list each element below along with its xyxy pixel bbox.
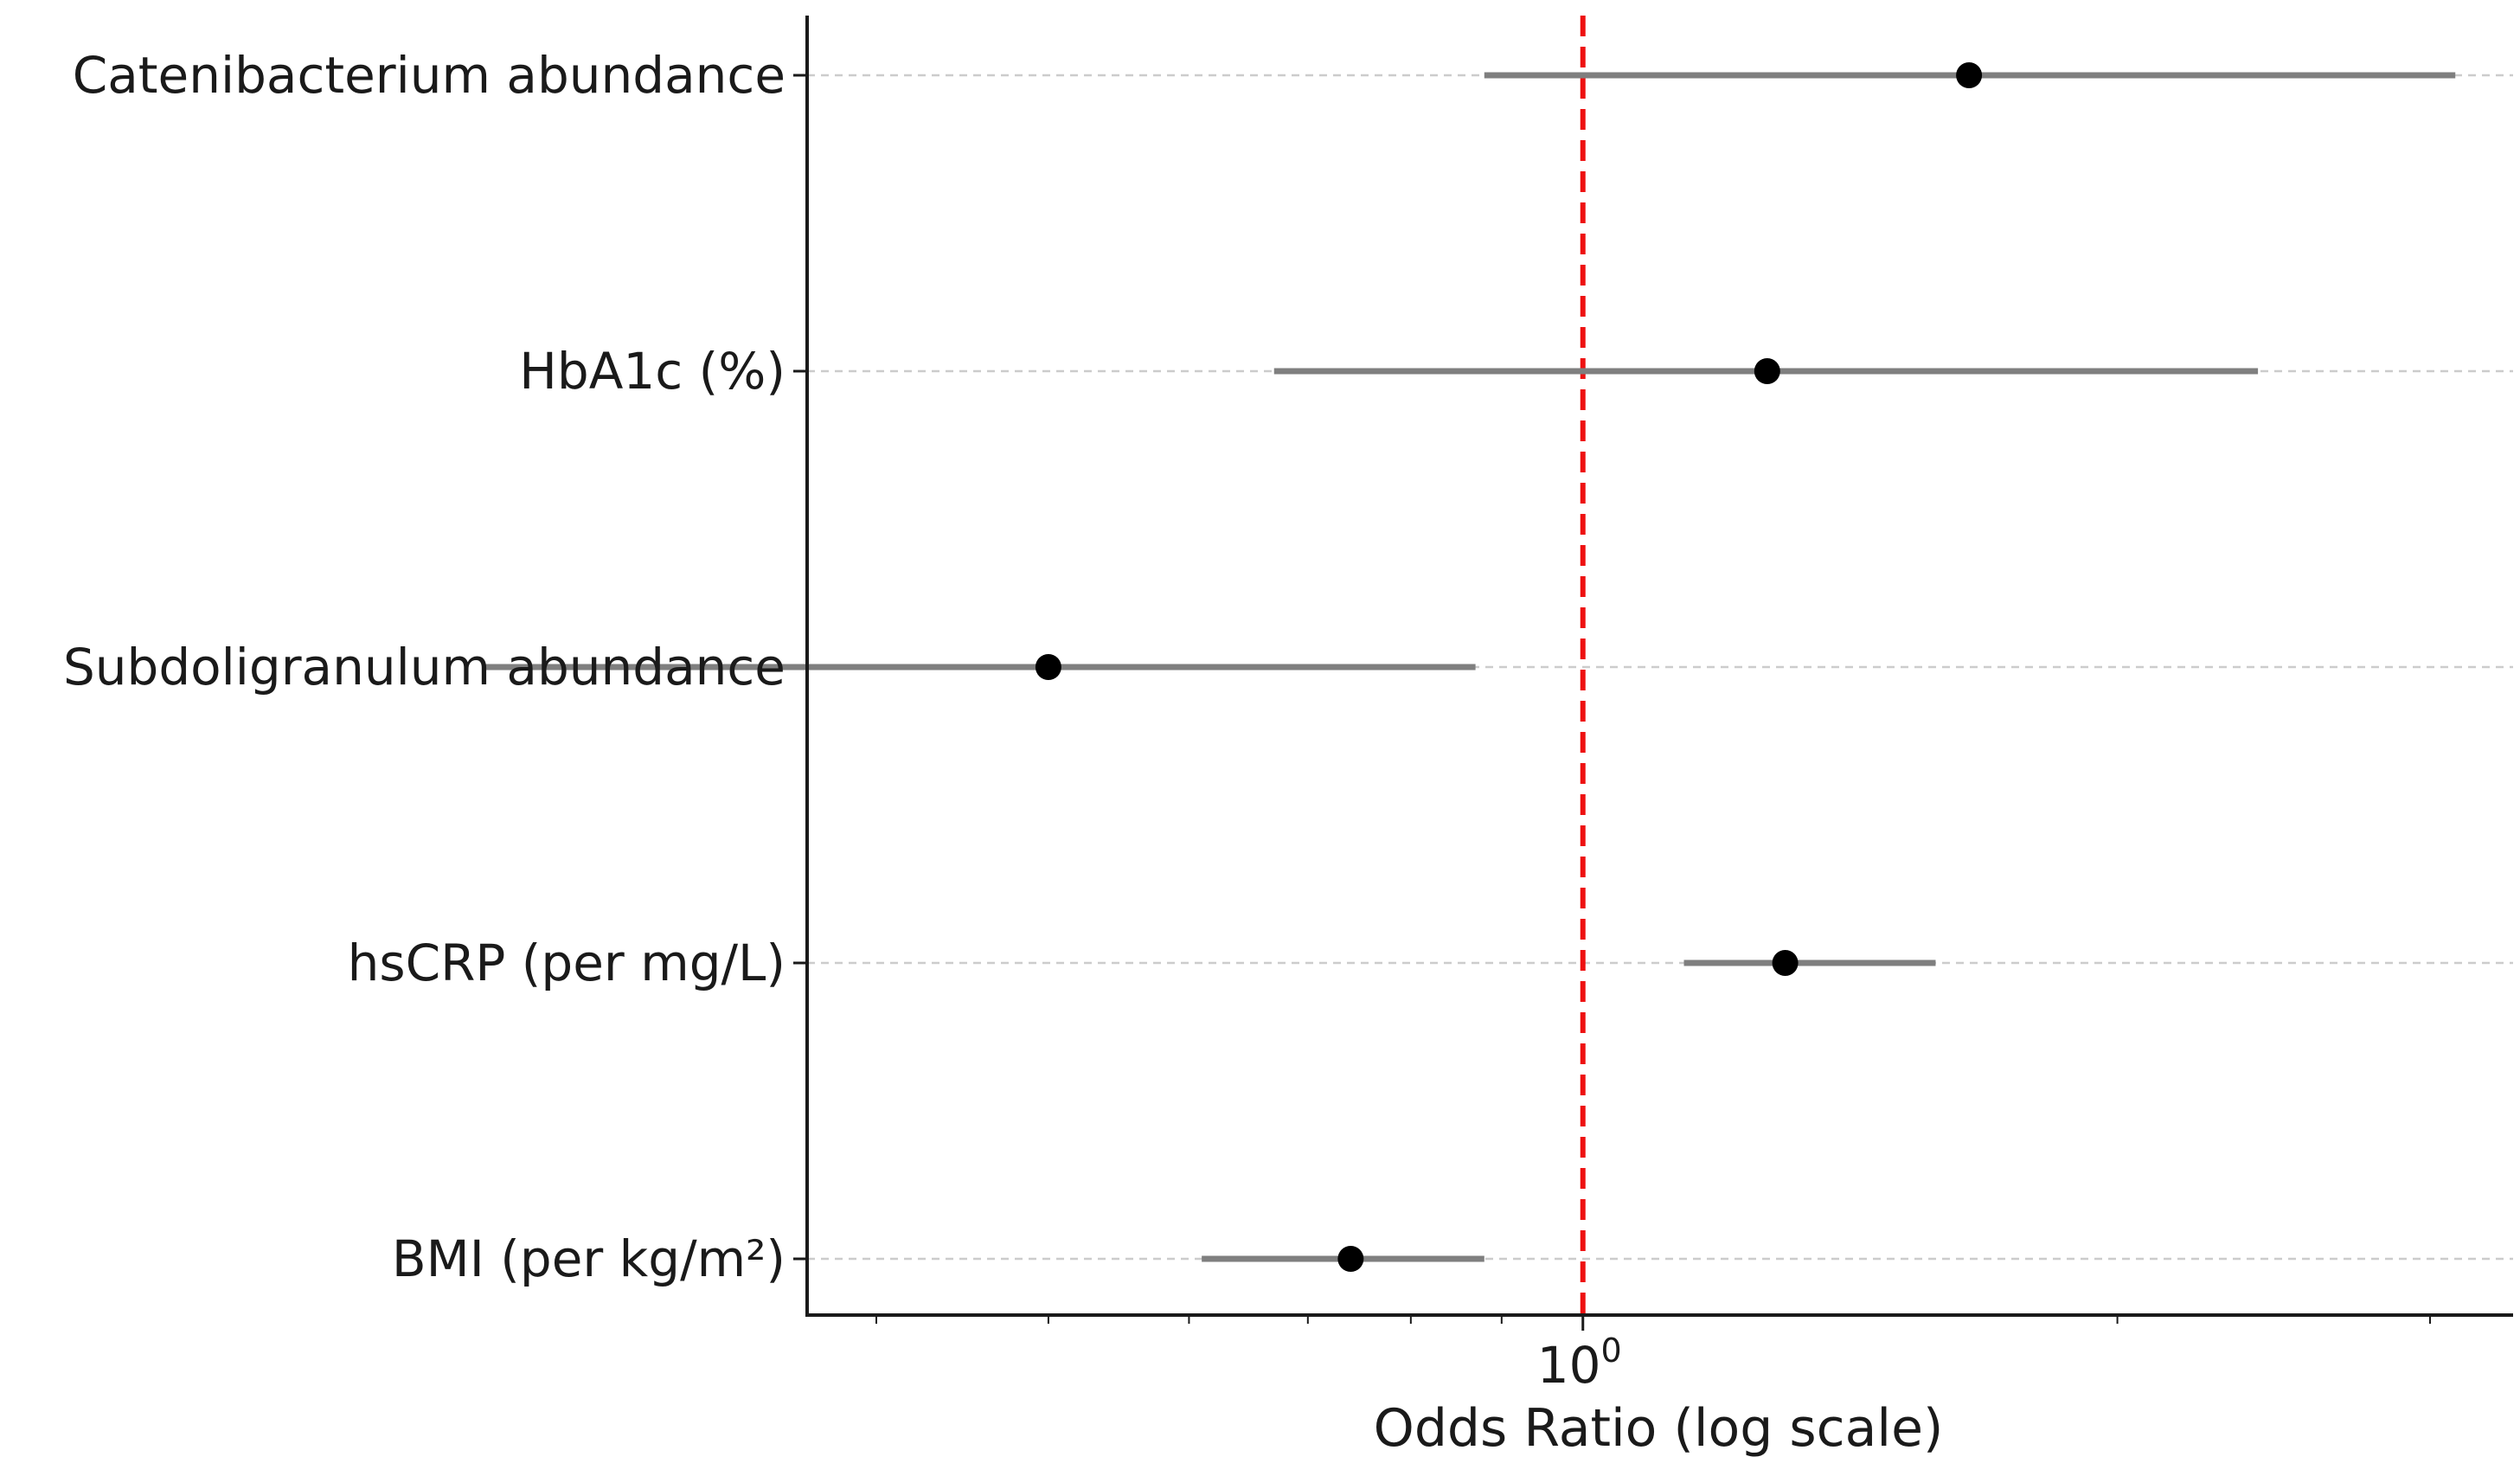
axes [805,16,2513,1317]
row-label: Subdoligranulum abundance [63,638,785,696]
x-tick-labels: 100 [1537,1315,1622,1395]
odds-ratio-point [1772,950,1799,976]
x-tick-label: 100 [1537,1332,1622,1395]
odds-ratio-point [1956,62,1983,88]
odds-ratio-point [1337,1246,1364,1272]
odds-ratio-point [1035,654,1061,680]
odds-ratio-point [1754,358,1780,384]
point-estimates [1035,62,1983,1272]
row-labels: Catenibacterium abundance HbA1c (%) Subdol… [63,46,785,1288]
x-axis-label: Odds Ratio (log scale) [1374,1398,1944,1459]
x-tick-base: 10 [1537,1336,1601,1395]
row-label: HbA1c (%) [519,342,785,401]
row-label: BMI (per kg/m²) [392,1229,785,1288]
row-label: Catenibacterium abundance [73,46,785,105]
x-tick-exponent: 0 [1601,1332,1622,1370]
row-label: hsCRP (per mg/L) [348,934,785,992]
